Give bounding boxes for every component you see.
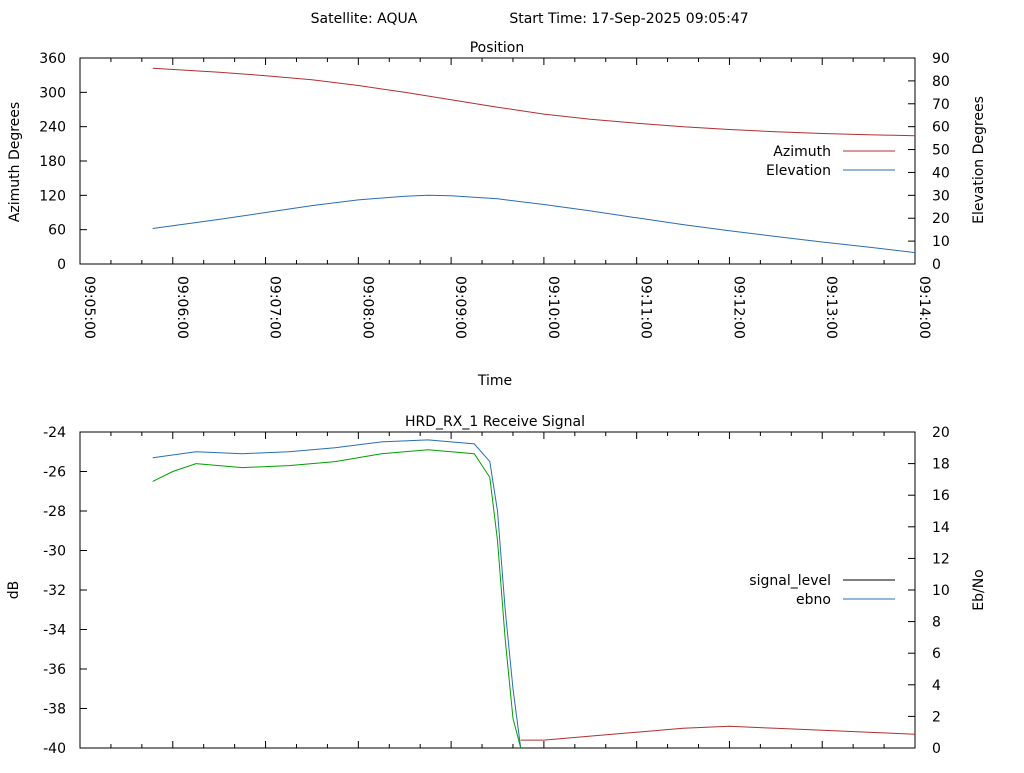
- signal-y-tick-label: -30: [43, 544, 66, 560]
- legend-label-azimuth: Azimuth: [773, 144, 831, 160]
- signal-y-tick-label: -24: [43, 425, 66, 441]
- receive-signal-chart-title: HRD_RX_1 Receive Signal: [405, 414, 585, 430]
- position-x-tick-label: 09:14:00: [916, 276, 932, 339]
- signal-y2-tick-label: 2: [932, 709, 941, 725]
- satellite-label: Satellite: AQUA: [311, 11, 418, 27]
- position-y-tick-label: 240: [39, 120, 66, 136]
- signal-series-line-0: [152, 439, 522, 749]
- position-y2-axis-label: Elevation Degrees: [971, 96, 987, 224]
- position-y2-tick-label: 70: [932, 97, 950, 113]
- signal-y-tick-label: -38: [43, 702, 66, 718]
- signal-y-tick-label: -28: [43, 504, 66, 520]
- position-x-tick-label: 09:09:00: [452, 276, 468, 339]
- start-time-label: Start Time: 17-Sep-2025 09:05:47: [509, 11, 748, 27]
- position-x-tick-label: 09:08:00: [359, 276, 375, 339]
- position-y2-tick-label: 50: [932, 143, 950, 159]
- position-x-tick-label: 09:05:00: [81, 276, 97, 339]
- position-y2-tick-label: 20: [932, 211, 950, 227]
- signal-y2-tick-label: 20: [932, 425, 950, 441]
- position-x-tick-label: 09:10:00: [545, 276, 561, 339]
- position-series-line-elevation: [152, 194, 916, 254]
- signal-y2-tick-label: 12: [932, 551, 950, 567]
- position-y2-tick-label: 30: [932, 188, 950, 204]
- signal-y2-tick-label: 4: [932, 678, 941, 694]
- position-x-axis-label: Time: [477, 373, 512, 389]
- position-x-tick-label: 09:07:00: [267, 276, 283, 339]
- position-plot-frame: [79, 57, 916, 265]
- position-y2-tick-label: 60: [932, 120, 950, 136]
- position-x-tick-label: 09:12:00: [730, 276, 746, 339]
- signal-plot-frame: [79, 431, 916, 749]
- signal-y-tick-label: -36: [43, 662, 66, 678]
- signal-y2-tick-label: 6: [932, 646, 941, 662]
- signal-series-line-2: [520, 725, 916, 741]
- position-y-tick-label: 180: [39, 154, 66, 170]
- legend-label-elevation: Elevation: [766, 163, 831, 179]
- position-y-tick-label: 300: [39, 85, 66, 101]
- signal-y-tick-label: -34: [43, 623, 66, 639]
- position-x-tick-label: 09:11:00: [638, 276, 654, 339]
- position-chart-title: Position: [470, 40, 525, 56]
- legend-label-signal-level: signal_level: [749, 573, 831, 589]
- position-y-axis-label: Azimuth Degrees: [7, 102, 23, 222]
- signal-y2-axis-label: Eb/No: [971, 569, 987, 611]
- signal-y2-tick-label: 10: [932, 583, 950, 599]
- position-y-tick-label: 0: [57, 257, 66, 273]
- signal-y2-tick-label: 18: [932, 457, 950, 473]
- position-y2-tick-label: 0: [932, 257, 941, 273]
- legend-label-ebno: ebno: [796, 592, 831, 608]
- position-x-tick-label: 09:13:00: [823, 276, 839, 339]
- position-y2-tick-label: 90: [932, 51, 950, 67]
- signal-y2-tick-label: 8: [932, 615, 941, 631]
- signal-y2-tick-label: 16: [932, 488, 950, 504]
- position-y2-tick-label: 10: [932, 234, 950, 250]
- position-y-tick-label: 360: [39, 51, 66, 67]
- position-y-tick-label: 120: [39, 188, 66, 204]
- signal-y2-tick-label: 14: [932, 520, 950, 536]
- signal-y-tick-label: -32: [43, 583, 66, 599]
- position-y-tick-label: 60: [48, 223, 66, 239]
- signal-y2-tick-label: 0: [932, 741, 941, 757]
- receive-signal-chart: HRD_RX_1 Receive Signal dB Eb/No -40 -38 -…: [6, 414, 987, 757]
- position-x-tick-label: 09:06:00: [174, 276, 190, 339]
- signal-y-axis-label: dB: [6, 581, 22, 600]
- position-y2-tick-label: 40: [932, 165, 950, 181]
- position-y2-tick-label: 80: [932, 74, 950, 90]
- position-chart: Position Time Azimuth Degrees Elevation …: [7, 40, 987, 389]
- signal-series-line-1: [152, 449, 522, 749]
- signal-y-tick-label: -40: [43, 741, 66, 757]
- signal-y-tick-label: -26: [43, 465, 66, 481]
- position-series-line-azimuth: [152, 67, 916, 137]
